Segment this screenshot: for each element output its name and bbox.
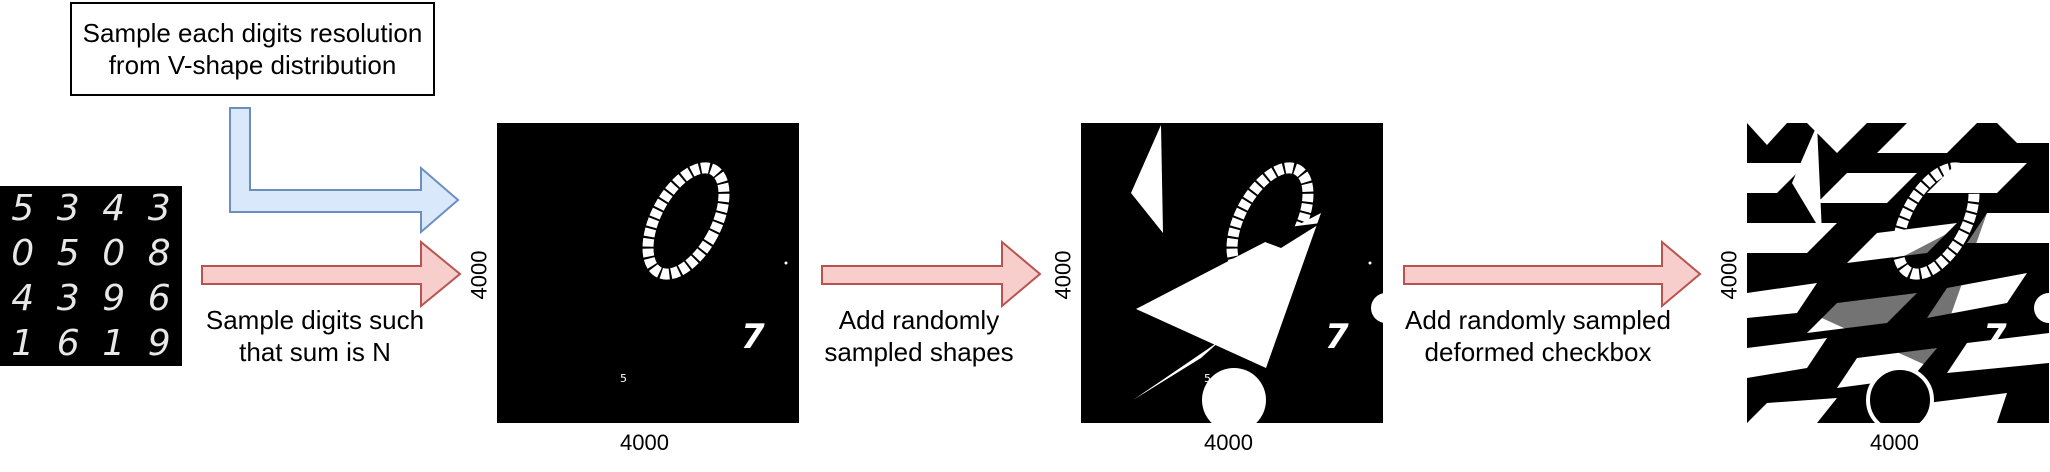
shape-circle-edge xyxy=(1371,293,1383,323)
mnist-digit: 0 xyxy=(102,233,126,274)
canvas-digits-only-art xyxy=(642,162,788,280)
red-arrow-add-shapes xyxy=(821,239,1042,309)
mnist-digit: 3 xyxy=(56,188,80,229)
canvas-with-shapes-art xyxy=(1131,125,1383,423)
checkbox-cell xyxy=(1747,398,1837,423)
step-caption-add-checkbox: Add randomly sampled deformed checkbox xyxy=(1405,305,1671,367)
checkbox-cell xyxy=(1967,213,2049,243)
mnist-digit: 9 xyxy=(102,278,126,319)
canvas-digits-only: 7 5 xyxy=(497,123,799,423)
mnist-digit: 4 xyxy=(11,278,35,319)
mnist-digit: 3 xyxy=(56,278,80,319)
resolution-sampling-text: Sample each digits resolution from V-sha… xyxy=(82,18,423,80)
checkbox-cell xyxy=(1877,123,1977,153)
step-caption-sample-digits: Sample digits such that sum is N xyxy=(205,305,425,367)
shape-sliver xyxy=(1133,340,1221,400)
checkbox-cell xyxy=(1747,163,1807,193)
mnist-digit: 8 xyxy=(147,233,171,274)
checkbox-cell xyxy=(1747,223,1837,253)
mnist-digit: 3 xyxy=(147,188,171,229)
mnist-digit: 1 xyxy=(102,323,126,364)
shape-circle-bottom xyxy=(1202,368,1266,423)
checkbox-cell xyxy=(1747,338,1827,378)
mnist-digit: 6 xyxy=(147,278,171,319)
speck xyxy=(784,261,788,265)
speck xyxy=(1368,261,1372,265)
mnist-digit: 4 xyxy=(102,188,126,229)
checkbox-cell xyxy=(1817,173,1917,203)
panel-3-height-label: 4000 xyxy=(1716,250,1742,300)
medium-digit: 7 xyxy=(1983,317,2007,357)
mnist-digit: 1 xyxy=(11,323,35,364)
checkbox-cell xyxy=(1747,123,1787,145)
canvas-with-shapes: 7 5 xyxy=(1081,123,1383,423)
canvas-with-checkbox: 7 xyxy=(1747,123,2049,423)
mnist-sample-grid: 5 3 4 3 0 5 0 8 4 3 9 6 1 6 1 9 xyxy=(0,186,182,366)
shape-circle-edge xyxy=(2034,293,2049,323)
large-digit-zero-outline xyxy=(642,162,730,280)
mnist-digit: 5 xyxy=(11,188,35,229)
panel-1-height-label: 4000 xyxy=(466,250,492,300)
shape-triangle-small xyxy=(1792,125,1822,233)
mnist-digit: 0 xyxy=(11,233,35,274)
shape-circle-bottom xyxy=(1868,368,1932,423)
checkbox-cell xyxy=(1917,393,2007,423)
panel-2-height-label: 4000 xyxy=(1050,250,1076,300)
checkbox-cell xyxy=(1807,123,1867,153)
canvas-with-checkbox-art xyxy=(1747,123,2049,423)
medium-digit: 7 xyxy=(741,317,765,357)
small-digit: 5 xyxy=(1204,372,1211,385)
red-arrow-sample-digits xyxy=(201,239,462,309)
red-arrow-add-checkbox xyxy=(1403,239,1702,309)
large-digit-zero-outline xyxy=(1892,162,1980,280)
blue-l-arrow xyxy=(229,107,460,235)
checkbox-cell xyxy=(1747,283,1817,318)
shape-triangle-large-inverted xyxy=(1802,213,1987,368)
panel-2-width-label: 4000 xyxy=(1204,430,1253,455)
small-digit: 5 xyxy=(620,372,627,385)
mnist-digit: 5 xyxy=(56,233,80,274)
step-caption-add-shapes: Add randomly sampled shapes xyxy=(824,305,1014,367)
checkbox-cell xyxy=(1997,123,2049,143)
shape-circle-bottom-ring xyxy=(1866,366,1934,423)
checkbox-cell xyxy=(1947,333,2049,373)
shape-triangle-small xyxy=(1131,125,1163,233)
mnist-digit: 6 xyxy=(56,323,80,364)
resolution-sampling-note: Sample each digits resolution from V-sha… xyxy=(70,2,435,96)
panel-1-width-label: 4000 xyxy=(620,430,669,455)
panel-3-width-label: 4000 xyxy=(1870,430,1919,455)
mnist-digit: 9 xyxy=(147,323,171,364)
shape-triangle-cut xyxy=(1241,223,1321,248)
medium-digit: 7 xyxy=(1325,317,1349,357)
shape-triangle-large xyxy=(1136,213,1321,368)
